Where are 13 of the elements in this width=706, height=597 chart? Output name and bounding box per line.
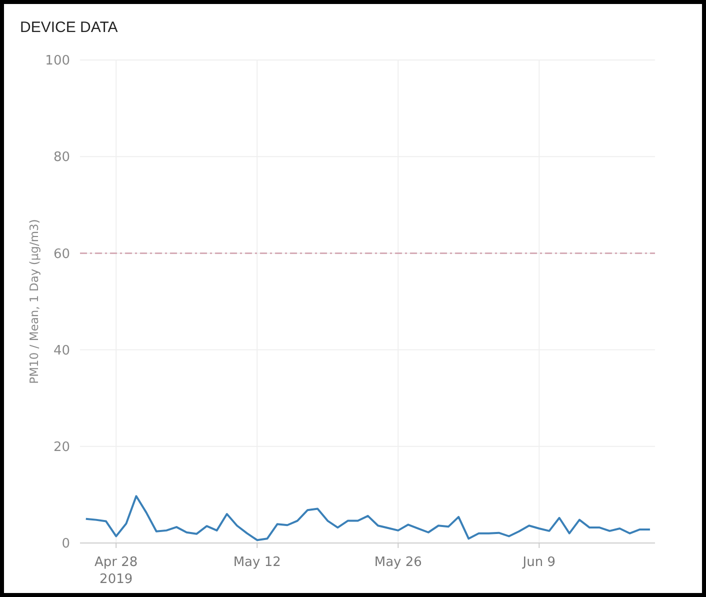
x-tick-label: Apr 28 2019 bbox=[94, 555, 138, 587]
chart-title: DEVICE DATA bbox=[20, 19, 118, 36]
x-tick-label: May 26 bbox=[374, 555, 422, 570]
line-series bbox=[84, 495, 651, 542]
y-tick-label: 0 bbox=[62, 536, 70, 552]
y-axis-title: PM10 / Mean, 1 Day (µg/m3) bbox=[27, 219, 41, 384]
y-tick-label: 60 bbox=[53, 246, 70, 262]
y-tick-label: 20 bbox=[53, 440, 70, 455]
x-tick-label: May 12 bbox=[233, 555, 281, 570]
x-tick-label: Jun 9 bbox=[522, 555, 556, 570]
y-tick-label: 100 bbox=[45, 54, 70, 69]
y-tick-label: 40 bbox=[53, 343, 70, 358]
y-tick-label: 80 bbox=[53, 150, 70, 166]
